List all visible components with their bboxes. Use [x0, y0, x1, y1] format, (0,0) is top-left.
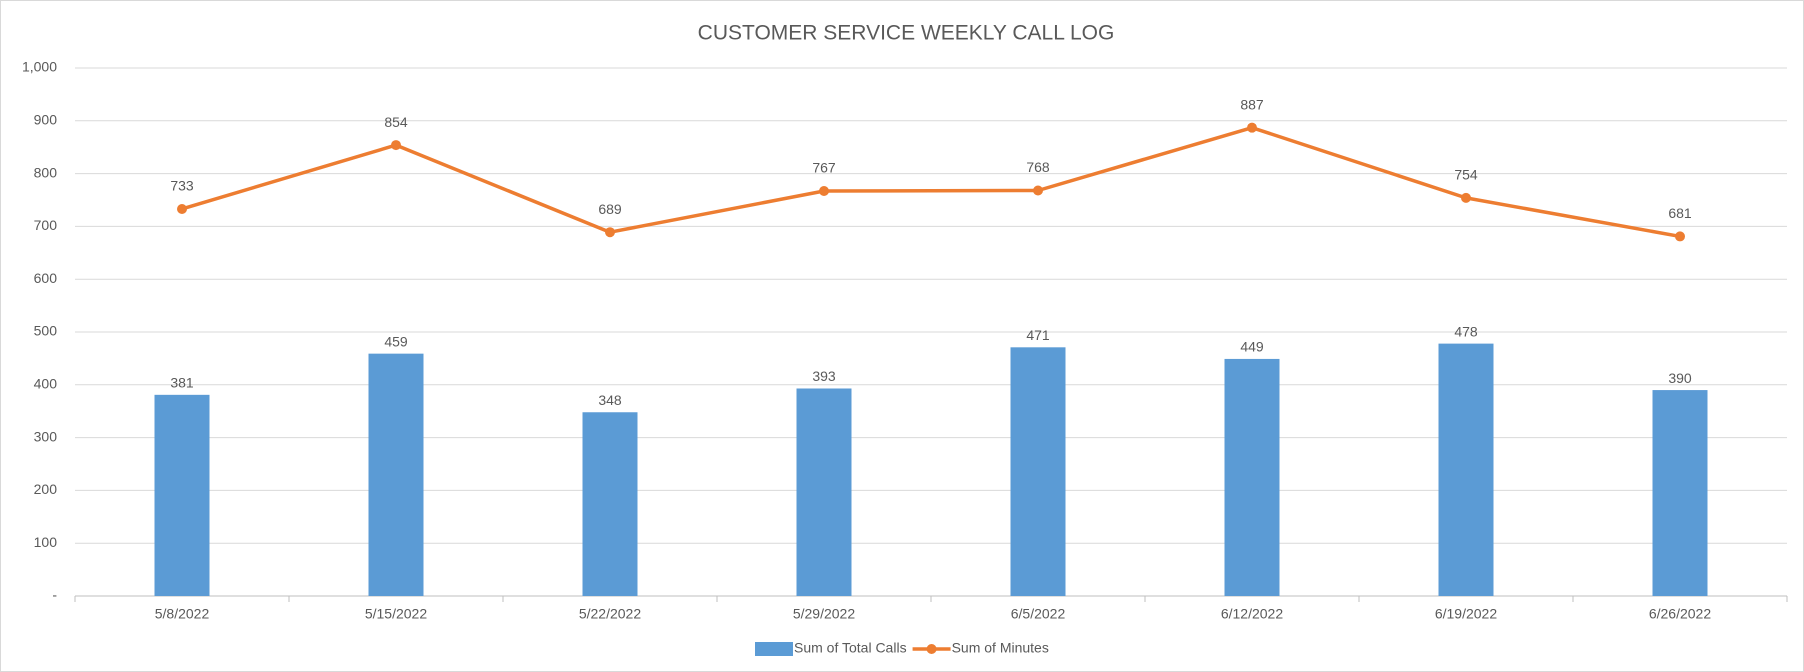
- x-tick-label: 6/19/2022: [1435, 606, 1497, 622]
- line-marker: [391, 140, 401, 151]
- data-label: 471: [1026, 327, 1050, 343]
- data-label: 681: [1668, 205, 1692, 221]
- bar: [154, 394, 210, 596]
- line-marker: [1461, 192, 1471, 203]
- x-tick-label: 6/26/2022: [1649, 606, 1711, 622]
- x-tick-label: 6/12/2022: [1221, 606, 1283, 622]
- line-marker: [177, 203, 187, 214]
- bar: [582, 412, 638, 596]
- data-label: 348: [598, 392, 622, 408]
- y-tick-label: 1,000: [22, 59, 57, 75]
- data-label: 449: [1240, 339, 1264, 355]
- y-tick-label: 600: [34, 270, 58, 286]
- bar: [1438, 343, 1494, 596]
- bar: [1010, 347, 1066, 596]
- line-marker: [1247, 122, 1257, 133]
- y-tick-label: 900: [34, 112, 58, 128]
- data-label: 393: [812, 368, 836, 384]
- legend-swatch: [755, 642, 793, 656]
- legend-label: Sum of Total Calls: [794, 640, 907, 656]
- data-label: 768: [1026, 159, 1050, 175]
- y-tick-label: 700: [34, 217, 58, 233]
- y-tick-label: 100: [34, 534, 58, 550]
- line-marker: [819, 186, 829, 197]
- x-tick-label: 5/15/2022: [365, 606, 427, 622]
- bar: [796, 388, 852, 596]
- line-marker: [1033, 185, 1043, 196]
- data-label: 689: [598, 201, 622, 217]
- bar: [368, 353, 424, 596]
- legend-label: Sum of Minutes: [952, 640, 1049, 656]
- data-label: 887: [1240, 96, 1264, 112]
- line-marker: [1675, 231, 1685, 242]
- line-marker: [605, 227, 615, 238]
- data-label: 478: [1454, 323, 1478, 339]
- data-label: 459: [384, 333, 408, 349]
- line: [181, 125, 1681, 239]
- chart-title: CUSTOMER SERVICE WEEKLY CALL LOG: [698, 22, 1115, 45]
- data-label: 381: [170, 375, 194, 391]
- y-tick-label: 400: [34, 376, 58, 392]
- data-label: 854: [384, 114, 408, 130]
- data-label: 767: [812, 160, 836, 176]
- data-label: 754: [1454, 167, 1478, 183]
- data-label: 390: [1668, 370, 1692, 386]
- data-label: 733: [170, 178, 194, 194]
- bar: [1224, 358, 1280, 596]
- x-tick-label: 5/22/2022: [579, 606, 641, 622]
- y-tick-label: 800: [34, 164, 58, 180]
- y-tick-label: 200: [34, 481, 58, 497]
- x-tick-label: 5/8/2022: [155, 606, 210, 622]
- legend-swatch-marker: [926, 644, 937, 654]
- x-tick-label: 6/5/2022: [1011, 606, 1066, 622]
- y-tick-label: 300: [34, 428, 58, 444]
- bar: [1652, 390, 1708, 596]
- x-tick-label: 5/29/2022: [793, 606, 855, 622]
- y-tick-label: -: [52, 587, 57, 603]
- y-tick-label: 500: [34, 323, 58, 339]
